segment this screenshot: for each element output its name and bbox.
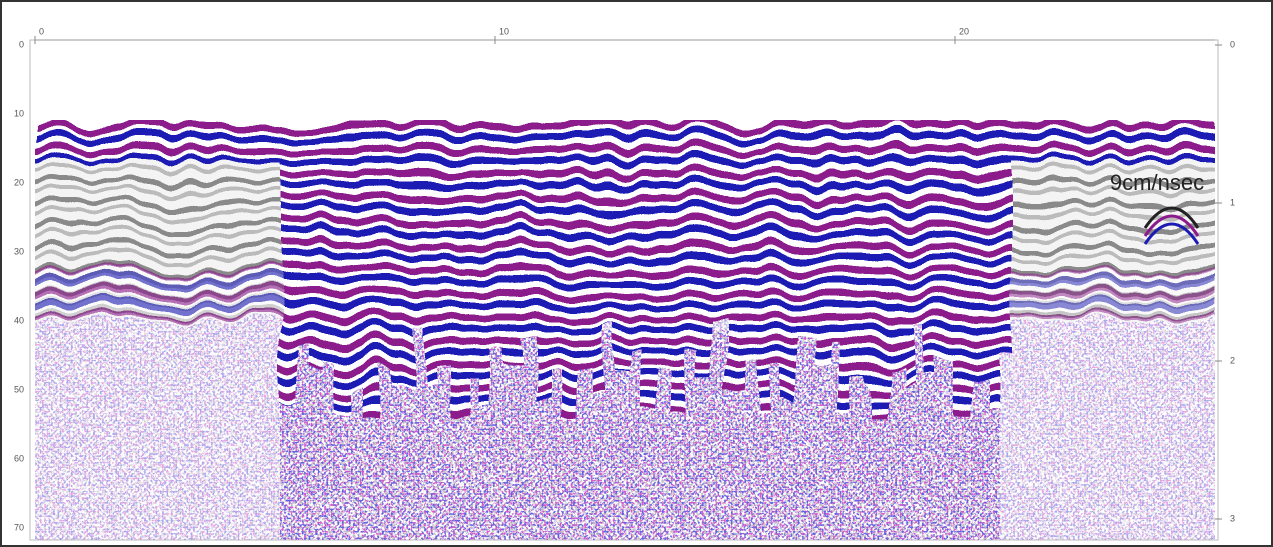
band-column <box>504 120 519 365</box>
band-column <box>826 120 841 342</box>
band-column <box>616 120 631 375</box>
band-column <box>924 120 939 381</box>
band-column <box>896 120 911 389</box>
band-column <box>574 120 589 368</box>
band-column <box>280 120 295 398</box>
top-tick-label: 10 <box>499 26 509 36</box>
right-tick-label: 3 <box>1230 513 1235 523</box>
velocity-annotation: 9cm/nsec <box>1110 170 1204 195</box>
band-column <box>532 120 547 402</box>
band-column <box>686 120 701 351</box>
band-column <box>406 120 421 324</box>
band-column <box>980 120 995 411</box>
left-tick-label: 10 <box>14 108 24 118</box>
top-tick-label: 0 <box>39 26 44 36</box>
band-column <box>714 120 729 319</box>
band-column <box>658 120 673 373</box>
band-column <box>476 120 491 408</box>
hyperbola-arc <box>1143 214 1200 237</box>
band-column <box>784 120 799 405</box>
left-tick-label: 40 <box>14 315 24 325</box>
band-column <box>588 120 603 395</box>
band-column <box>700 120 715 378</box>
band-column <box>910 120 925 322</box>
right-tick-label: 2 <box>1230 355 1235 365</box>
band-column <box>994 120 1009 356</box>
band-column <box>560 120 575 420</box>
axes: 0 10 20 0 10 20 30 40 50 60 70 0 1 2 3 <box>14 26 1235 532</box>
band-column <box>812 120 827 363</box>
left-tick-label: 70 <box>14 522 24 532</box>
band-column <box>868 120 883 419</box>
band-column <box>392 120 407 383</box>
band-column <box>630 120 645 352</box>
hyperbola <box>1143 206 1200 245</box>
band-column <box>448 120 463 418</box>
band-column <box>308 120 323 365</box>
band-column <box>882 120 897 365</box>
center-bands <box>280 120 1009 420</box>
radar-image <box>35 120 1215 540</box>
right-tick-label: 1 <box>1230 197 1235 207</box>
band-column <box>462 120 477 379</box>
top-tick-label: 20 <box>959 26 969 36</box>
band-column <box>518 120 533 339</box>
band-column <box>336 120 351 408</box>
band-column <box>770 120 785 370</box>
band-column <box>952 120 967 416</box>
band-column <box>938 120 953 363</box>
right-low-bands <box>1000 270 1215 318</box>
band-column <box>420 120 435 385</box>
right-tick-label: 0 <box>1230 39 1235 49</box>
band-column <box>490 120 505 349</box>
left-tick-label: 30 <box>14 246 24 256</box>
band-column <box>602 120 617 326</box>
band-column <box>672 120 687 415</box>
band-column <box>728 120 743 393</box>
left-tick-label: 60 <box>14 453 24 463</box>
band-column <box>546 120 561 373</box>
left-tick-label: 50 <box>14 384 24 394</box>
band-column <box>350 120 365 384</box>
left-tick-label: 0 <box>19 39 24 49</box>
left-low-bands <box>35 270 285 318</box>
side-bands <box>35 120 1215 420</box>
left-tick-label: 20 <box>14 177 24 187</box>
hyperbola-arc <box>1143 206 1200 229</box>
band-column <box>798 120 813 337</box>
band-column <box>854 120 869 375</box>
band-column <box>966 120 981 380</box>
band-column <box>294 120 309 345</box>
hyperbola-arc <box>1143 222 1200 245</box>
band-column <box>742 120 757 362</box>
band-column <box>840 120 855 408</box>
band-column <box>644 120 659 414</box>
band-column <box>434 120 449 368</box>
band-column <box>322 120 337 358</box>
band-column <box>378 120 393 369</box>
band-column <box>756 120 771 420</box>
band-column <box>364 120 379 416</box>
